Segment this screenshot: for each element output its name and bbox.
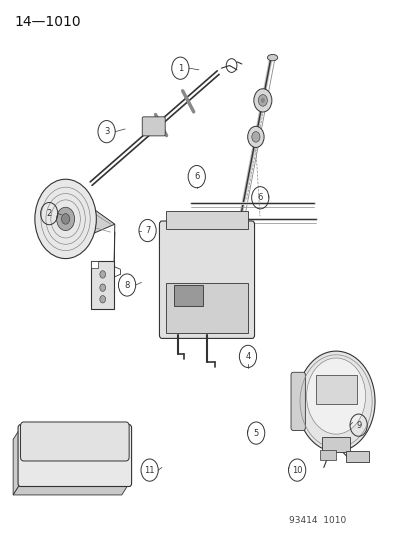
Bar xyxy=(166,211,247,230)
Text: 7: 7 xyxy=(145,226,150,235)
Circle shape xyxy=(251,132,259,142)
Circle shape xyxy=(297,351,374,451)
Circle shape xyxy=(260,98,264,103)
FancyBboxPatch shape xyxy=(142,117,165,136)
Circle shape xyxy=(100,296,105,303)
Circle shape xyxy=(62,214,69,224)
Polygon shape xyxy=(13,483,129,495)
Circle shape xyxy=(253,89,271,112)
Bar xyxy=(319,450,335,459)
Text: 6: 6 xyxy=(194,172,199,181)
Text: 2: 2 xyxy=(47,209,52,218)
Circle shape xyxy=(35,179,96,259)
Circle shape xyxy=(57,207,74,231)
Text: 93414  1010: 93414 1010 xyxy=(288,515,345,524)
Polygon shape xyxy=(13,428,21,495)
Text: 1: 1 xyxy=(177,63,183,72)
Bar xyxy=(166,282,247,333)
Text: 3: 3 xyxy=(104,127,109,136)
Text: 14—1010: 14—1010 xyxy=(14,15,81,29)
Circle shape xyxy=(100,271,105,278)
Bar xyxy=(321,437,349,451)
Circle shape xyxy=(306,358,365,434)
Circle shape xyxy=(258,94,267,106)
FancyBboxPatch shape xyxy=(18,425,131,487)
Ellipse shape xyxy=(267,54,277,61)
Text: 4: 4 xyxy=(245,352,250,361)
Text: 6: 6 xyxy=(257,193,262,202)
Bar xyxy=(91,261,114,309)
FancyBboxPatch shape xyxy=(21,422,129,461)
Polygon shape xyxy=(78,198,114,240)
FancyBboxPatch shape xyxy=(159,221,254,338)
Text: 5: 5 xyxy=(253,429,258,438)
Circle shape xyxy=(100,284,105,292)
Bar xyxy=(315,375,356,404)
Text: 8: 8 xyxy=(124,280,129,289)
Circle shape xyxy=(247,126,263,148)
Bar xyxy=(174,285,202,306)
Bar xyxy=(346,450,368,462)
Text: 10: 10 xyxy=(291,466,301,474)
Text: 11: 11 xyxy=(144,466,154,474)
Text: 9: 9 xyxy=(355,421,361,430)
FancyBboxPatch shape xyxy=(290,372,305,431)
Polygon shape xyxy=(91,261,97,268)
